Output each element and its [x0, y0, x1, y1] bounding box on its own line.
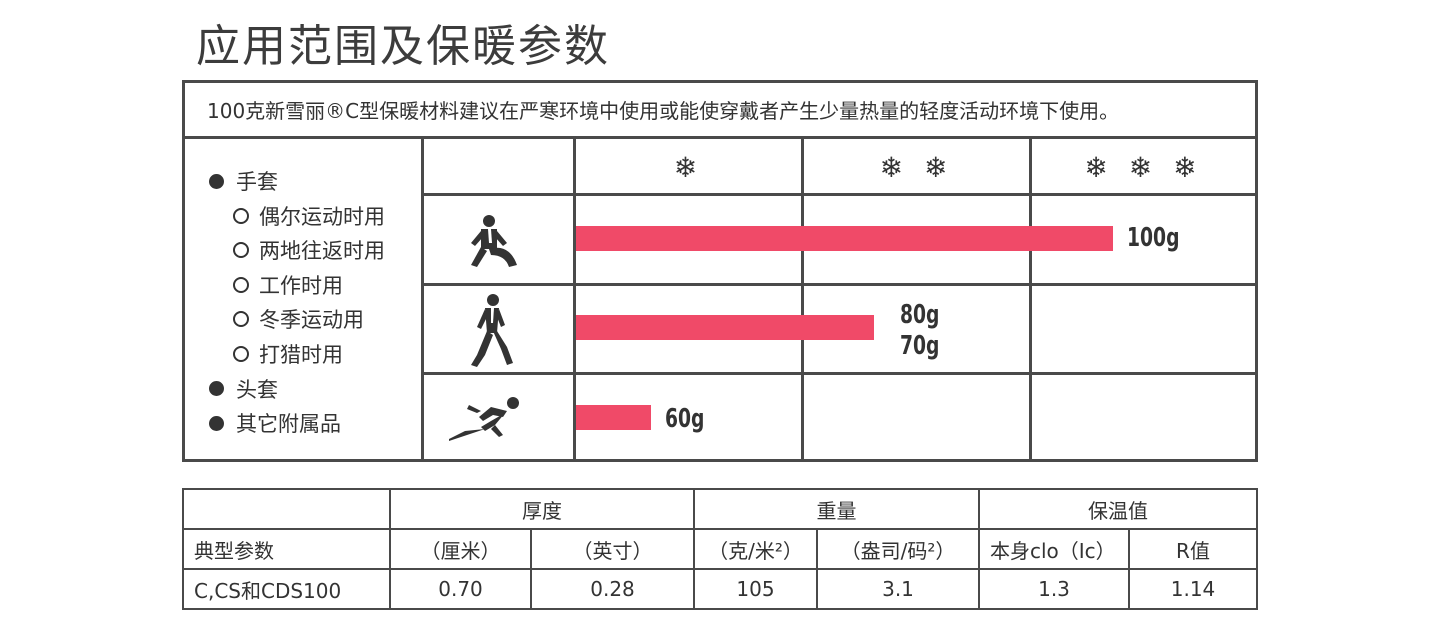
application-panel: 100克新雪丽®C型保暖材料建议在严寒环境中使用或能使穿戴者产生少量热量的轻度活…: [182, 80, 1258, 462]
list-item: 工作时用: [209, 269, 385, 304]
table-cell: 0.70: [389, 568, 532, 610]
grid-line: [573, 139, 576, 462]
weight-label: 80g: [900, 300, 940, 330]
bar-100g: [576, 226, 1113, 251]
bar-60g: [576, 405, 651, 430]
table-header: （盎司/码²）: [816, 528, 980, 570]
open-bullet-icon: [233, 276, 249, 293]
walking-person-icon: [471, 294, 513, 367]
table-cell: C,CS和CDS100: [182, 568, 391, 610]
list-item: 其它附属品: [209, 407, 385, 442]
weight-label: 60g: [665, 404, 705, 434]
grid-line: [1029, 139, 1032, 462]
list-item: 打猎时用: [209, 338, 385, 373]
open-bullet-icon: [233, 242, 249, 259]
grid-line: [801, 139, 804, 462]
list-item: 冬季运动用: [209, 303, 385, 338]
filled-bullet-icon: [209, 173, 224, 189]
snowflake-icon: ❄: [673, 151, 704, 184]
table-header: 厚度: [389, 488, 695, 530]
open-bullet-icon: [233, 311, 249, 328]
bar-80g-70g: [576, 315, 874, 340]
filled-bullet-icon: [209, 415, 224, 431]
grid-line: [421, 139, 424, 462]
list-item: 偶尔运动时用: [209, 200, 385, 235]
filled-bullet-icon: [209, 381, 224, 397]
grid-line: [421, 283, 1255, 286]
table-cell: 1.3: [978, 568, 1130, 610]
parameters-table: 厚度 重量 保温值 典型参数 （厘米） （英寸） （克/米²） （盎司/码²） …: [182, 488, 1258, 610]
application-list: 手套 偶尔运动时用 两地往返时用 工作时用 冬季运动用 打猎时用 头套 其它附属…: [209, 165, 385, 442]
table-header-row: 厚度 重量 保温值: [182, 488, 1258, 530]
table-cell: 105: [693, 568, 818, 610]
table-header: R值: [1128, 528, 1258, 570]
table-header: （克/米²）: [693, 528, 818, 570]
open-bullet-icon: [233, 207, 249, 224]
running-person-icon: [449, 397, 519, 441]
table-header: （厘米）: [389, 528, 532, 570]
table-header: 本身clo（Ic）: [978, 528, 1130, 570]
table-cell: 0.28: [530, 568, 695, 610]
table-cell: 1.14: [1128, 568, 1258, 610]
table-header: 典型参数: [182, 528, 391, 570]
table-header: 保温值: [978, 488, 1258, 530]
open-bullet-icon: [233, 345, 249, 362]
weight-label: 100g: [1127, 223, 1180, 253]
list-item: 手套: [209, 165, 385, 200]
table-cell: 3.1: [816, 568, 980, 610]
table-header: [182, 488, 391, 530]
page-title: 应用范围及保暖参数: [196, 21, 610, 72]
list-item: 两地往返时用: [209, 234, 385, 269]
weight-label: 70g: [900, 331, 940, 361]
snowflake-icon: ❄ ❄ ❄: [1084, 151, 1203, 184]
list-item: 头套: [209, 373, 385, 408]
table-subheader-row: 典型参数 （厘米） （英寸） （克/米²） （盎司/码²） 本身clo（Ic） …: [182, 528, 1258, 570]
table-header: （英寸）: [530, 528, 695, 570]
table-header: 重量: [693, 488, 980, 530]
intro-text: 100克新雪丽®C型保暖材料建议在严寒环境中使用或能使穿戴者产生少量热量的轻度活…: [185, 83, 1255, 139]
snowflake-icon: ❄ ❄: [879, 151, 954, 184]
grid-line: [421, 372, 1255, 375]
sitting-person-icon: [471, 215, 517, 267]
table-row: C,CS和CDS100 0.70 0.28 105 3.1 1.3 1.14: [182, 568, 1258, 610]
grid-line: [421, 193, 1255, 196]
